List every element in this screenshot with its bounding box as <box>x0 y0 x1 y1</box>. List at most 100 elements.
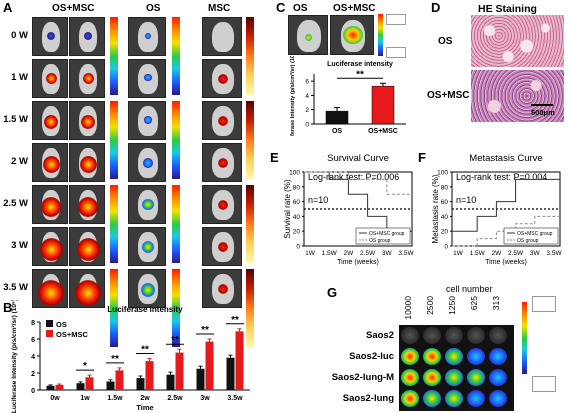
column-label-2500: 2500 <box>425 296 435 315</box>
y-tick-label: 4 <box>305 93 309 100</box>
significance-marker: ** <box>171 335 179 346</box>
he-row-os: OS <box>438 36 453 47</box>
legend-box <box>355 227 411 245</box>
colorbar <box>246 17 254 95</box>
legend-label: OS group <box>517 238 539 244</box>
significance-marker: ** <box>111 354 119 365</box>
plate-well <box>423 390 441 407</box>
plate-well <box>489 348 507 365</box>
colorbar <box>246 269 254 347</box>
y-tick-label: 2 <box>31 371 35 378</box>
plate-well <box>445 327 463 344</box>
mouse-image <box>69 17 105 56</box>
metastasis-n: n=10 <box>456 195 476 205</box>
colorbar <box>172 269 180 347</box>
mouse-image <box>128 143 166 182</box>
mouse-image <box>32 227 68 266</box>
row-label-1: 1 W <box>11 72 28 83</box>
y-tick-label: 80 <box>441 184 449 191</box>
panel-label-a: A <box>3 0 13 15</box>
y-tick-label: 20 <box>441 229 449 236</box>
he-row-os-msc: OS+MSC <box>427 90 470 101</box>
panel-label-c: C <box>276 0 286 15</box>
mouse-image <box>69 101 105 140</box>
mouse-image <box>69 143 105 182</box>
y-tick-label: 0 <box>296 244 300 251</box>
bar-os <box>106 381 115 390</box>
colorbar <box>246 101 254 179</box>
significance-marker: ** <box>231 315 239 326</box>
row-label-4: 2.5 W <box>3 198 28 209</box>
row-label-saos2: Saos2 <box>366 330 394 341</box>
x-tick-label: 3.5w <box>227 395 243 402</box>
colorbar <box>110 17 118 95</box>
x-axis-label: Time <box>136 403 153 412</box>
bar-osmsc <box>235 331 244 390</box>
mouse-image <box>69 227 105 266</box>
plate-well <box>445 348 463 365</box>
bar-os <box>166 374 175 390</box>
colorbar <box>172 101 180 179</box>
imaging-os-msc <box>330 15 374 55</box>
colorbar <box>172 185 180 263</box>
cell-plate <box>399 325 514 411</box>
bar-chart-luciferase-time: Luciferase intensity 0 2 4 6 8 Luciferase Inte… <box>11 300 250 413</box>
y-tick-label: 2 <box>305 107 309 114</box>
x-tick-label: 1.5w <box>107 395 123 402</box>
mouse-image <box>202 185 242 224</box>
x-tick-label: 2W <box>344 250 355 257</box>
x-tick-label: 1w <box>80 395 90 402</box>
panel-label-f: F <box>418 150 426 165</box>
he-image-os <box>471 15 564 67</box>
header-os: OS <box>146 3 161 14</box>
bar-osmsc <box>175 352 184 390</box>
legend-label: OS+MSC group <box>369 231 405 237</box>
significance-marker: * <box>83 361 87 372</box>
mouse-image <box>202 269 242 308</box>
x-tick-label: 2W <box>492 250 503 257</box>
bar-osmsc <box>145 361 154 390</box>
y-tick-label: 40 <box>441 214 449 221</box>
plate-well <box>445 390 463 407</box>
legend-box-c1 <box>386 14 406 25</box>
x-tick-label: 1.5W <box>322 250 338 257</box>
bar-osmsc <box>371 85 395 125</box>
colorbar <box>110 269 118 347</box>
x-tick-label: 3.5W <box>546 250 562 257</box>
x-axis-label: Time (weeks) <box>485 259 527 266</box>
legend-label: OS+MSC group <box>517 231 553 237</box>
imaging-os <box>288 15 328 55</box>
row-label-3: 2 W <box>11 156 28 167</box>
metastasis-curve-chart: Metastasis Curve Log-rank test: P=0.004 0 2… <box>431 153 562 266</box>
mouse-image <box>32 101 68 140</box>
x-tick-label: 1W <box>453 250 464 257</box>
survival-title: Survival Curve <box>327 153 389 164</box>
mouse-image <box>128 17 166 56</box>
header-os-msc: OS+MSC <box>52 3 95 14</box>
significance-marker: ** <box>201 325 209 336</box>
significance-marker: ** <box>356 69 364 80</box>
x-tick-label: 2.5W <box>508 250 524 257</box>
bar-os <box>226 357 235 390</box>
y-tick-label: 6 <box>31 337 35 344</box>
colorbar-c <box>378 14 383 56</box>
curve-os-group <box>452 215 560 247</box>
plate-well <box>489 327 507 344</box>
plate-well <box>467 369 485 386</box>
x-tick-label: 3W <box>382 250 393 257</box>
plate-well <box>401 327 419 344</box>
row-label-0: 0 W <box>11 30 28 41</box>
y-tick-label: 60 <box>293 199 301 206</box>
legend-label: OS group <box>369 238 391 244</box>
mouse-image <box>32 269 68 308</box>
row-label-2: 1.5 W <box>3 114 28 125</box>
bar-os <box>325 110 349 125</box>
metastasis-annotation: Log-rank test: P=0.004 <box>456 172 547 182</box>
y-tick-label: 4 <box>31 354 35 361</box>
plate-well <box>467 390 485 407</box>
x-tick-label: 2w <box>140 395 150 402</box>
plate-well <box>489 390 507 407</box>
legend-box-g1 <box>532 296 556 312</box>
mouse-image <box>32 185 68 224</box>
row-label-saos2-lung-m: Saos2-lung-M <box>331 372 394 383</box>
